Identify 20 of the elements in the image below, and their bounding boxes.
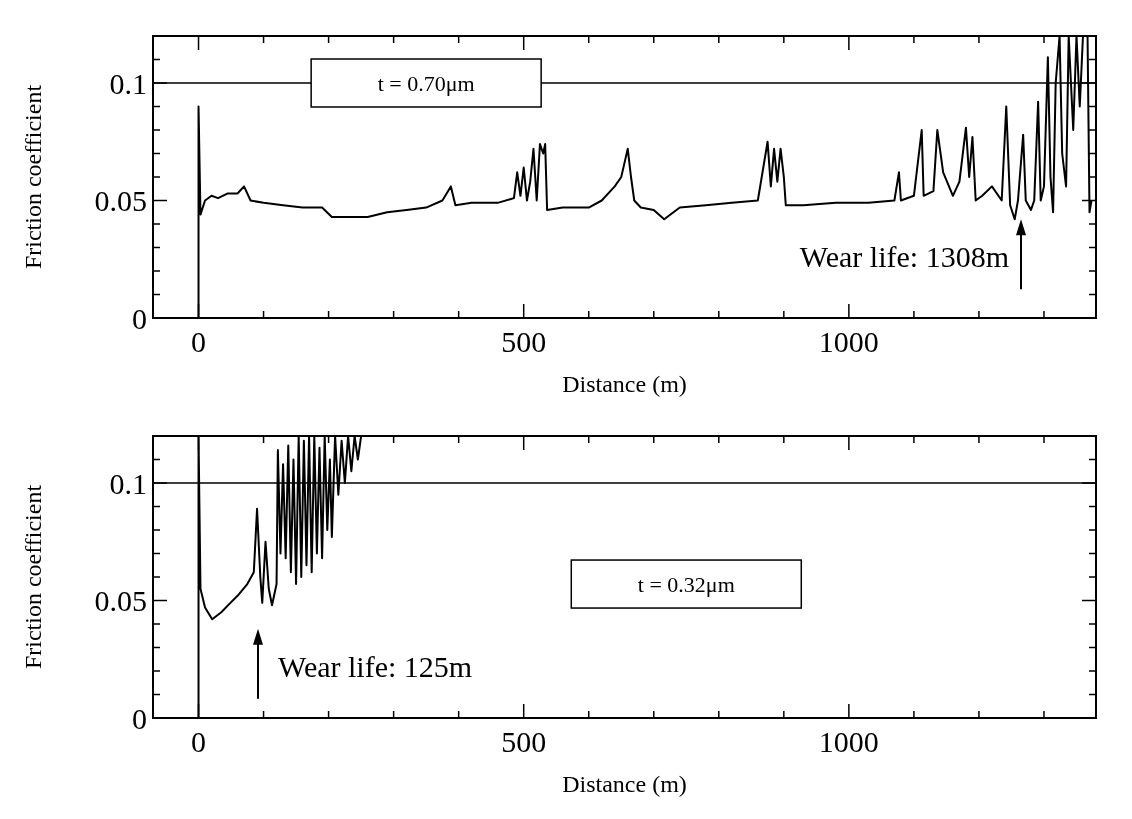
x-tick-label: 500 xyxy=(501,325,547,358)
annotation: Wear life: 1308m xyxy=(799,240,1009,274)
x-tick-label: 0 xyxy=(191,325,207,358)
annotation: t = 0.70μm xyxy=(377,70,475,96)
annotation: t = 0.32μm xyxy=(637,571,735,597)
x-tick-label: 1000 xyxy=(818,325,879,358)
x-axis-title: Distance (m) xyxy=(562,771,687,797)
x-axis-title: Distance (m) xyxy=(562,371,687,397)
y-tick-label: 0.05 xyxy=(94,584,147,617)
y-tick-label: 0.1 xyxy=(109,66,147,100)
y-tick-label: 0.05 xyxy=(94,184,147,217)
y-axis-title: Friction coefficient xyxy=(20,484,46,670)
y-tick-label: 0.1 xyxy=(109,466,147,500)
y-tick-label: 0 xyxy=(132,301,147,335)
y-tick-label: 0 xyxy=(132,701,147,735)
x-tick-label: 0 xyxy=(191,725,207,758)
x-tick-label: 500 xyxy=(501,725,547,758)
annotation: Wear life: 125m xyxy=(278,649,473,683)
y-axis-title: Friction coefficient xyxy=(20,84,46,270)
x-tick-label: 1000 xyxy=(818,725,879,758)
